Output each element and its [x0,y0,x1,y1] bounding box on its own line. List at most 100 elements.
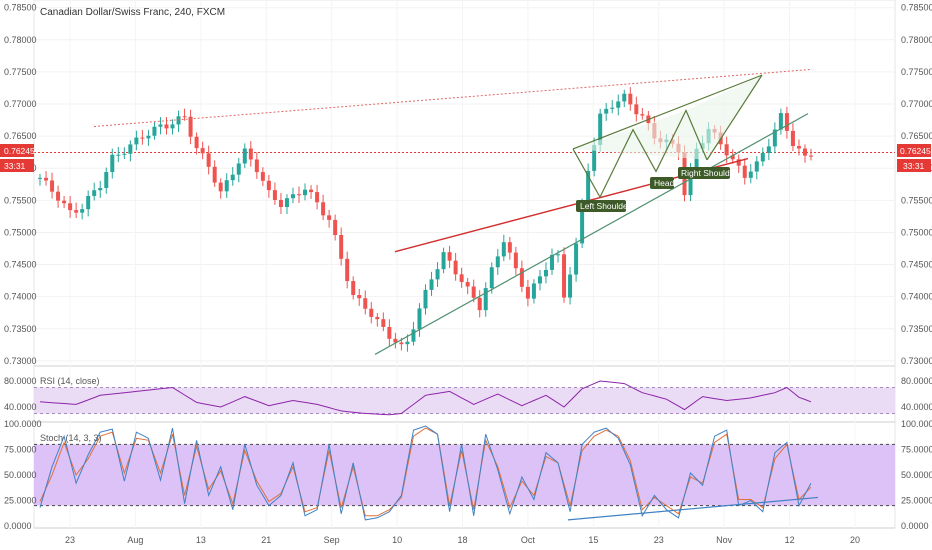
price-tick-label-left: 0.73500 [4,324,37,334]
price-tick-label-left: 0.74500 [4,260,37,270]
last-price-text-right: 0.76245 [900,146,931,156]
stoch-tick-label-left: 100.0000 [4,419,42,429]
candle-body [327,215,332,220]
candle-body [748,171,753,178]
candle-body [724,144,729,156]
candle-body [140,137,145,139]
candle-body [284,198,289,208]
price-tick-label-left: 0.77000 [4,99,37,109]
time-tick-label: 23 [654,535,664,545]
candle-body [50,180,55,192]
price-tick-label-right: 0.74000 [901,292,932,302]
price-tick-label-left: 0.78000 [4,35,37,45]
stoch-tick-label-right: 0.0000 [901,521,929,531]
candle-body [580,203,585,244]
time-tick-label: Aug [127,535,143,545]
price-tick-label-left: 0.73000 [4,356,37,366]
candle-body [417,308,422,330]
candle-body [628,93,633,105]
candle-body [236,163,241,175]
time-tick-label: 20 [850,535,860,545]
candle-body [176,116,181,125]
candle-body [212,166,217,183]
candle-body [309,189,314,193]
candle-body [453,260,458,275]
candle-body [266,180,271,191]
candle-body [248,148,253,160]
candle-body [501,242,506,257]
candle-body [610,107,615,109]
candle-body [754,161,759,172]
candle-body [586,170,591,204]
price-tick-label-left: 0.78500 [4,3,37,13]
time-tick-label: 21 [261,535,271,545]
price-tick-label-left: 0.75000 [4,227,37,237]
countdown-badge-right: 33:31 [897,159,931,172]
price-tick-label-left: 0.74000 [4,292,37,302]
candle-body [531,283,536,299]
candle-body [303,189,308,196]
head-shoulders-pattern [572,109,708,199]
candle-body [634,104,639,115]
candle-body [290,194,295,199]
time-tick-label: 23 [65,535,75,545]
price-tick-label-right: 0.77000 [901,99,932,109]
price-tick-label-right: 0.73500 [901,324,932,334]
candle-body [260,172,265,181]
price-tick-label-right: 0.73000 [901,356,932,366]
stoch-tick-label-right: 100.0000 [901,419,932,429]
left-shoulder-label: Left Shoulder [576,200,631,212]
candle-body [56,191,61,201]
labels: 0.78500 0.78500 0.78000 0.78000 0.77500 0.775… [4,3,932,545]
candle-body [784,113,789,131]
candle-body [495,256,500,268]
wedge-fill [573,75,762,160]
price-tick-label-right: 0.75000 [901,227,932,237]
time-tick-label: Oct [521,535,536,545]
stoch-tick-label-left: 25.0000 [4,496,37,506]
stoch-divergence-line [567,496,819,521]
price-tick-label-right: 0.76500 [901,131,932,141]
price-tick-label-right: 0.77500 [901,67,932,77]
candle-body [568,274,573,298]
candle-body [730,155,735,160]
candle-body [574,243,579,275]
candle-body [297,194,302,196]
candle-body [357,295,362,299]
candle-body [158,124,163,127]
stoch-tick-label-left: 75.0000 [4,445,37,455]
wedge-upper-line [572,74,763,150]
last-price-text-left: 0.76245 [4,146,35,156]
candle-body [809,155,813,157]
candle-body [760,153,765,162]
candle-body [441,252,446,270]
candle-body [489,267,494,289]
candle-body [68,203,73,211]
rsi-pane [34,380,895,416]
candle-body [272,190,277,200]
stoch-tick-label-right: 50.0000 [901,470,932,480]
time-tick-label: 12 [785,535,795,545]
price-tick-label-right: 0.78000 [901,35,932,45]
candle-body [465,282,470,287]
price-tick-label-left: 0.76500 [4,131,37,141]
candle-body [92,190,97,196]
price-tick-label-right: 0.78500 [901,3,932,13]
candle-body [766,146,771,154]
candle-body [375,316,380,320]
stoch-band [34,444,895,506]
chart-grid [34,0,895,528]
candle-body [224,180,229,192]
candle-body [513,252,518,269]
candle-body [435,269,440,280]
candle-body [616,101,621,108]
candle-body [104,172,109,188]
stoch-tick-label-left: 0.0000 [4,521,32,531]
candle-body [254,159,259,173]
candle-body [640,114,645,116]
candle-body [393,338,398,343]
candle-body [351,281,356,296]
drawings [93,68,813,355]
resistance-trendline [93,68,813,127]
